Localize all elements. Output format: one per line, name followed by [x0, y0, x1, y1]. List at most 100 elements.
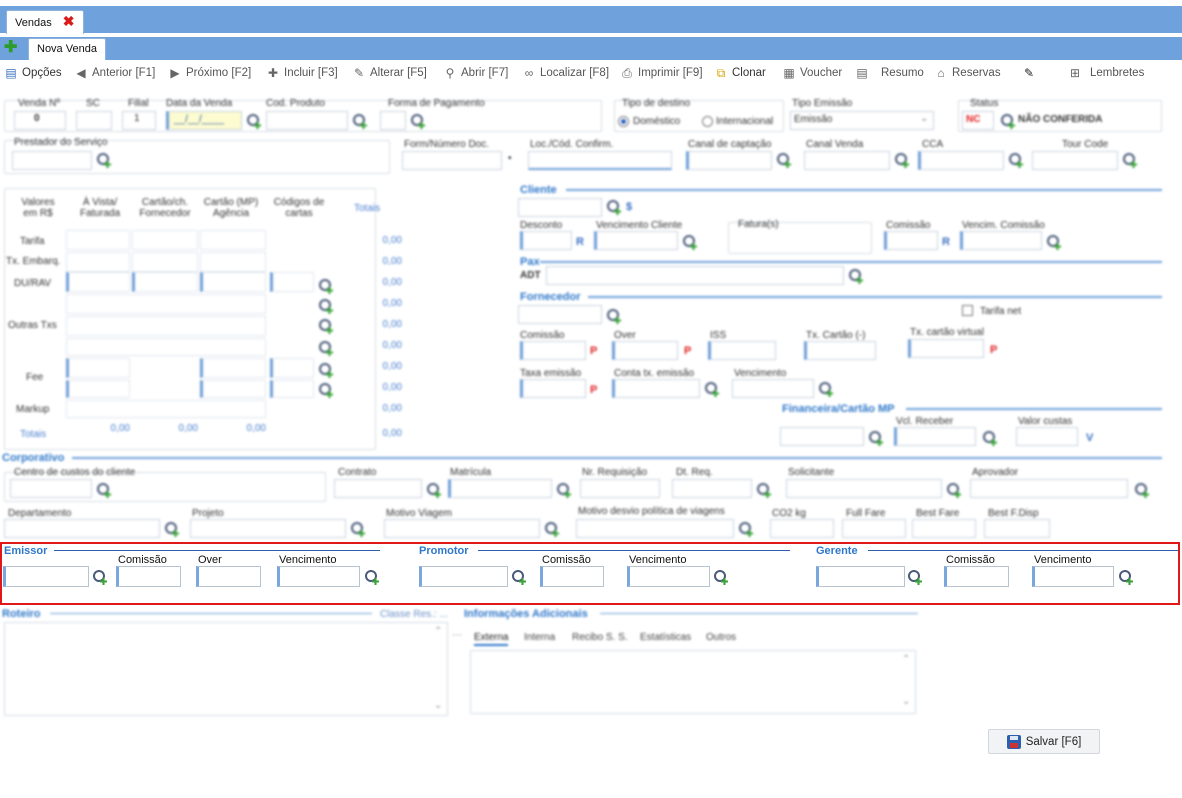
over-forn-field[interactable] [612, 341, 678, 360]
grid-cell[interactable] [66, 380, 130, 398]
search-icon[interactable] [350, 521, 366, 537]
gerente-comissao-field[interactable] [944, 566, 1009, 587]
loc-cod-field[interactable] [528, 151, 672, 170]
localizar-button[interactable]: ∞ Localizar [F8] [522, 66, 609, 80]
fornecedor-field[interactable] [518, 305, 602, 324]
tab-nova-venda[interactable]: Nova Venda [28, 38, 106, 60]
grid-cell[interactable] [200, 272, 266, 292]
comissao-forn-field[interactable] [520, 341, 586, 360]
search-icon[interactable] [738, 521, 754, 537]
matricula-field[interactable] [448, 479, 552, 498]
tab-externa[interactable]: Externa [474, 632, 509, 646]
add-tab-icon[interactable]: ✚ [4, 39, 18, 56]
co2-field[interactable] [770, 519, 834, 538]
emissor-over-field[interactable] [196, 566, 261, 587]
tab-interna[interactable]: Interna [524, 632, 556, 643]
financeira-field[interactable] [780, 427, 864, 446]
search-icon[interactable] [364, 569, 380, 585]
departamento-field[interactable] [4, 519, 160, 538]
grid-cell[interactable] [66, 358, 130, 378]
cod-produto-field[interactable] [266, 111, 348, 130]
best-fdisp-field[interactable] [984, 519, 1050, 538]
vencimento-forn-field[interactable] [732, 379, 814, 398]
search-icon[interactable] [318, 318, 334, 334]
alterar-button[interactable]: ✎ Alterar [F5] [352, 66, 427, 80]
search-icon[interactable] [1046, 234, 1062, 250]
tx-cartao-field[interactable] [804, 341, 876, 360]
search-icon[interactable] [946, 482, 962, 498]
search-icon[interactable] [1122, 152, 1138, 168]
attach-button[interactable]: ✎ [1022, 66, 1036, 80]
tab-estatisticas[interactable]: Estatísticas [640, 632, 692, 643]
comissao-cliente-field[interactable] [884, 231, 938, 250]
grid-cell[interactable] [66, 338, 266, 356]
gerente-vencimento-field[interactable] [1032, 566, 1114, 587]
tarifa-net-checkbox[interactable] [962, 305, 973, 316]
vlr-receber-field[interactable] [894, 427, 976, 446]
grid-cell[interactable] [270, 272, 314, 292]
grid-cell[interactable] [66, 316, 266, 336]
grid-cell[interactable] [200, 380, 266, 398]
tour-code-field[interactable] [1032, 151, 1118, 170]
dt-req-field[interactable] [672, 479, 752, 498]
search-icon[interactable] [556, 482, 572, 498]
venc-cliente-field[interactable] [594, 231, 678, 250]
search-icon[interactable] [818, 381, 834, 397]
grid-cell[interactable] [66, 272, 130, 292]
full-fare-field[interactable] [842, 519, 906, 538]
search-icon[interactable] [868, 430, 884, 446]
search-icon[interactable] [606, 308, 622, 324]
imprimir-button[interactable]: ⎙ Imprimir [F9] [620, 66, 702, 80]
search-icon[interactable] [318, 340, 334, 356]
lembretes-button[interactable]: ⊞ Lembretes [1068, 66, 1144, 80]
promotor-comissao-field[interactable] [540, 566, 604, 587]
emissor-comissao-field[interactable] [116, 566, 181, 587]
gerente-field[interactable] [816, 566, 905, 587]
motivo-viagem-field[interactable] [384, 519, 540, 538]
promotor-vencimento-field[interactable] [627, 566, 710, 587]
nr-requisicao-field[interactable] [580, 479, 660, 498]
search-icon[interactable] [1008, 152, 1024, 168]
close-icon[interactable]: ✖ [62, 13, 75, 29]
emissor-vencimento-field[interactable] [277, 566, 360, 587]
search-icon[interactable] [352, 113, 368, 129]
search-icon[interactable] [682, 234, 698, 250]
scroll-up-icon[interactable]: ⌃ [434, 626, 443, 637]
proximo-button[interactable]: ▶ Próximo [F2] [168, 66, 251, 80]
search-icon[interactable] [894, 152, 910, 168]
motivo-desvio-field[interactable] [576, 519, 734, 538]
scroll-down-icon[interactable]: ⌄ [434, 700, 443, 711]
voucher-button[interactable]: ▦ Voucher [782, 66, 842, 80]
centro-custos-field[interactable] [10, 479, 92, 498]
search-icon[interactable] [92, 569, 108, 585]
conta-tx-field[interactable] [612, 379, 700, 398]
search-icon[interactable] [96, 482, 112, 498]
filial-field[interactable] [122, 111, 156, 130]
incluir-button[interactable]: ✚ Incluir [F3] [266, 66, 338, 80]
search-icon[interactable] [756, 482, 772, 498]
grid-cell[interactable] [132, 272, 198, 292]
sc-field[interactable] [76, 111, 112, 130]
search-icon[interactable] [246, 113, 262, 129]
contrato-field[interactable] [334, 479, 422, 498]
grid-cell[interactable] [66, 294, 266, 314]
search-icon[interactable] [318, 298, 334, 314]
tab-outros[interactable]: Outros [706, 632, 737, 643]
tab-vendas[interactable]: Vendas ✖ [6, 10, 84, 34]
search-icon[interactable] [776, 152, 792, 168]
search-icon[interactable] [544, 521, 560, 537]
iss-field[interactable] [708, 341, 776, 360]
promotor-field[interactable] [419, 566, 508, 587]
grid-cell[interactable] [200, 358, 266, 378]
info-textarea[interactable] [470, 650, 916, 714]
pax-field[interactable] [546, 266, 844, 285]
tx-cartao-virtual-field[interactable] [908, 339, 984, 358]
search-icon[interactable] [606, 199, 622, 215]
scroll-up-icon[interactable]: ⌃ [902, 654, 911, 665]
opcoes-button[interactable]: ▤ Opções [4, 66, 61, 80]
reservas-button[interactable]: ⌂ Reservas [934, 66, 1000, 80]
canal-captacao-field[interactable] [686, 151, 772, 170]
grid-cell[interactable] [66, 252, 130, 272]
grid-cell[interactable] [270, 380, 314, 398]
resumo-button[interactable]: ▤ Resumo [855, 66, 924, 80]
